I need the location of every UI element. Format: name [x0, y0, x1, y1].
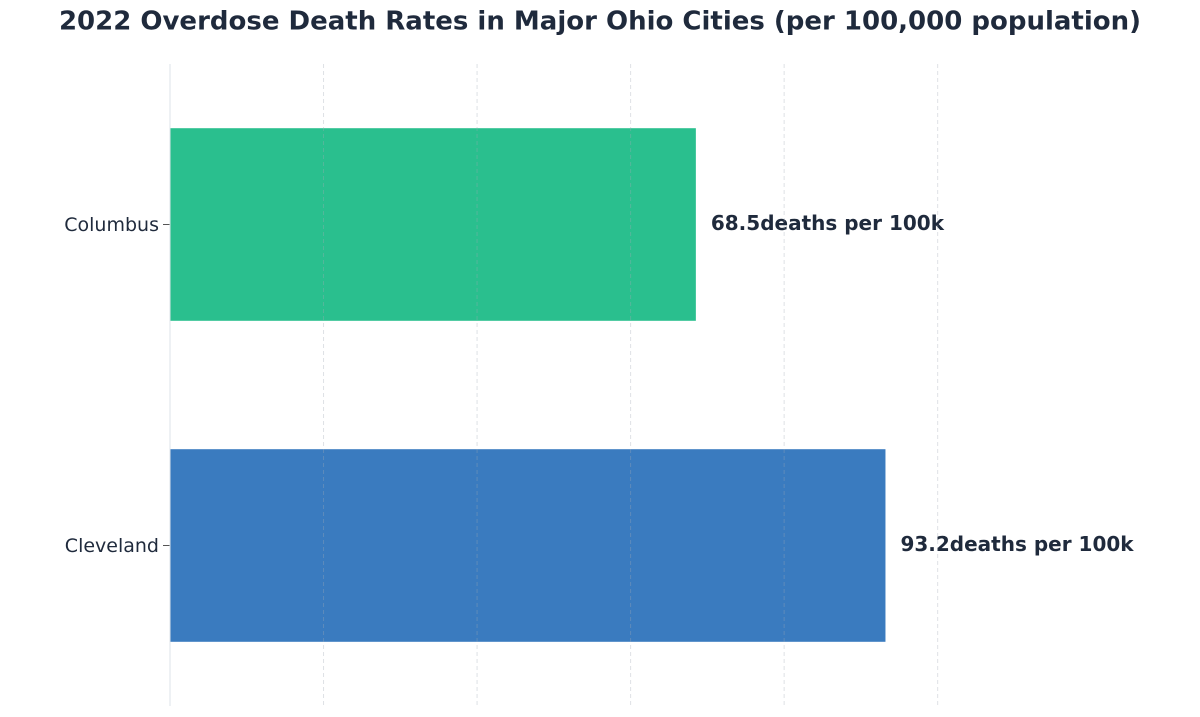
- value-label: 93.2deaths per 100k: [900, 532, 1134, 556]
- bar: [170, 449, 886, 642]
- value-label: 68.5deaths per 100k: [711, 211, 945, 235]
- chart-title: 2022 Overdose Death Rates in Major Ohio …: [59, 7, 1141, 37]
- bar: [170, 128, 696, 321]
- y-tick-label: Columbus: [64, 214, 159, 236]
- y-tick-label: Cleveland: [65, 535, 159, 557]
